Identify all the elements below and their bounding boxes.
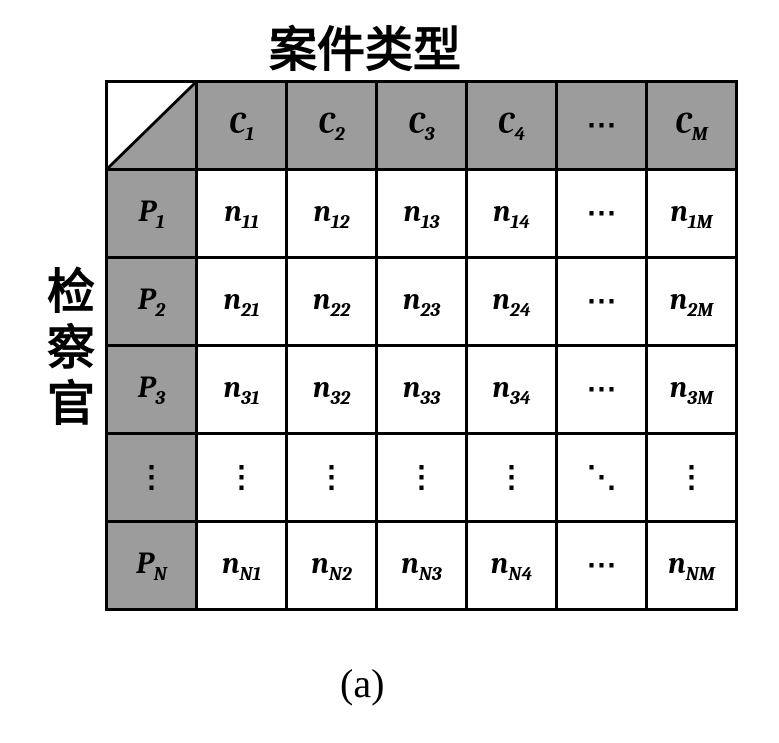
data-cell: nN3 [377,522,467,610]
data-cell: n32 [287,346,377,434]
data-cell: nNM [647,522,737,610]
col-header: C2 [287,82,377,170]
row-header: P3 [107,346,197,434]
data-cell: n21 [197,258,287,346]
data-cell: ⋱ [557,434,647,522]
data-cell: n34 [467,346,557,434]
col-header: C4 [467,82,557,170]
data-cell: nN2 [287,522,377,610]
data-cell: n22 [287,258,377,346]
row-header: ⋮ [107,434,197,522]
data-cell: ⋯ [557,258,647,346]
data-cell: n1M [647,170,737,258]
col-header: CM [647,82,737,170]
figure-caption: (a) [340,660,384,707]
matrix-table: C1C2C3C4⋯CMP1n11n12n13n14⋯n1MP2n21n22n23… [105,80,738,611]
data-cell: n24 [467,258,557,346]
left-title: 检察官 [30,240,100,460]
data-cell: n14 [467,170,557,258]
data-cell: ⋮ [287,434,377,522]
data-cell: ⋮ [647,434,737,522]
data-cell: n31 [197,346,287,434]
data-cell: nN4 [467,522,557,610]
data-cell: nN1 [197,522,287,610]
data-cell: ⋮ [377,434,467,522]
data-cell: ⋯ [557,522,647,610]
data-cell: ⋮ [467,434,557,522]
top-title: 案件类型 [215,10,515,80]
row-header: P2 [107,258,197,346]
data-cell: ⋯ [557,170,647,258]
data-cell: n13 [377,170,467,258]
row-header: P1 [107,170,197,258]
corner-diagonal-cell [107,82,197,170]
data-cell: n23 [377,258,467,346]
col-header: C1 [197,82,287,170]
matrix-table-wrap: C1C2C3C4⋯CMP1n11n12n13n14⋯n1MP2n21n22n23… [105,80,738,611]
data-cell: n12 [287,170,377,258]
col-header: ⋯ [557,82,647,170]
data-cell: n33 [377,346,467,434]
row-header: PN [107,522,197,610]
data-cell: ⋯ [557,346,647,434]
data-cell: n3M [647,346,737,434]
data-cell: n2M [647,258,737,346]
data-cell: n11 [197,170,287,258]
data-cell: ⋮ [197,434,287,522]
col-header: C3 [377,82,467,170]
